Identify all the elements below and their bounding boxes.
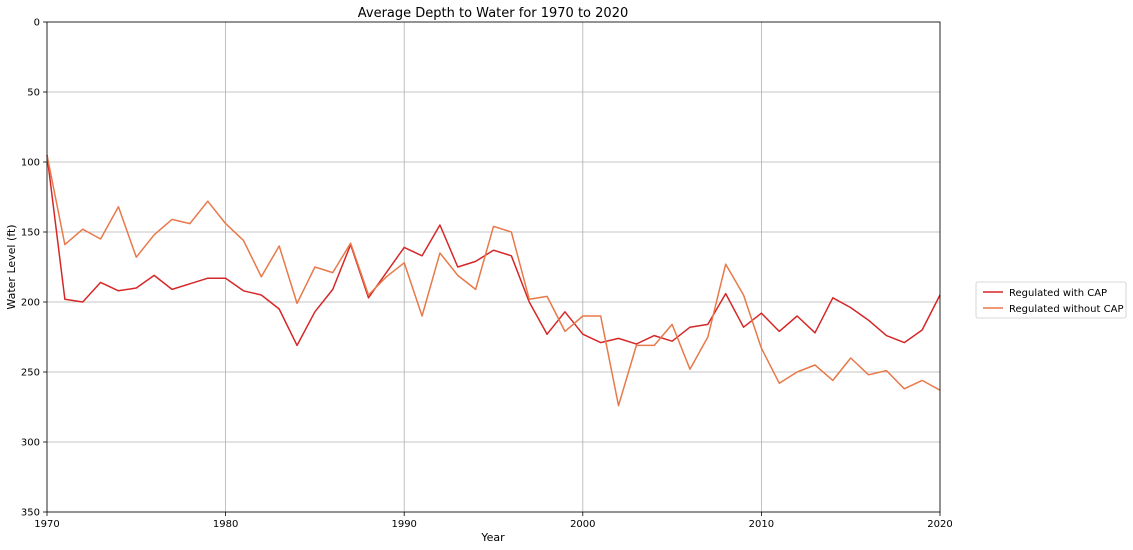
y-tick-label: 50 bbox=[27, 88, 40, 99]
y-tick-label: 300 bbox=[21, 438, 40, 449]
y-tick-label: 0 bbox=[34, 18, 40, 29]
series-layer bbox=[46, 154, 941, 407]
x-tick-label: 2010 bbox=[749, 519, 774, 530]
y-axis-ticks: 0 50 100 150 200 250 300 350 bbox=[21, 18, 47, 519]
legend-label-regulated-with-cap: Regulated with CAP bbox=[1009, 288, 1107, 299]
legend-box bbox=[975, 281, 1127, 319]
x-axis-ticks: 1970 1980 1990 2000 2010 2020 bbox=[34, 512, 953, 530]
legend: Regulated with CAP Regulated without CAP bbox=[975, 281, 1127, 319]
y-tick-label: 150 bbox=[21, 228, 40, 239]
y-tick-label: 200 bbox=[21, 298, 40, 309]
y-axis-label: Water Level (ft) bbox=[5, 224, 18, 309]
legend-label-regulated-without-cap: Regulated without CAP bbox=[1009, 304, 1123, 315]
y-tick-label: 250 bbox=[21, 368, 40, 379]
x-tick-label: 2000 bbox=[570, 519, 595, 530]
x-tick-label: 2020 bbox=[927, 519, 952, 530]
series-line-regulated-without-cap bbox=[46, 154, 941, 407]
y-tick-label: 350 bbox=[21, 508, 40, 519]
series-line-regulated-with-cap bbox=[46, 154, 941, 347]
x-tick-label: 1990 bbox=[391, 519, 416, 530]
chart-title: Average Depth to Water for 1970 to 2020 bbox=[358, 6, 628, 21]
grid-lines bbox=[46, 21, 941, 513]
x-tick-label: 1970 bbox=[34, 519, 59, 530]
x-tick-label: 1980 bbox=[213, 519, 238, 530]
y-tick-label: 100 bbox=[21, 158, 40, 169]
x-axis-label: Year bbox=[480, 531, 505, 544]
plot-frame bbox=[46, 21, 941, 513]
